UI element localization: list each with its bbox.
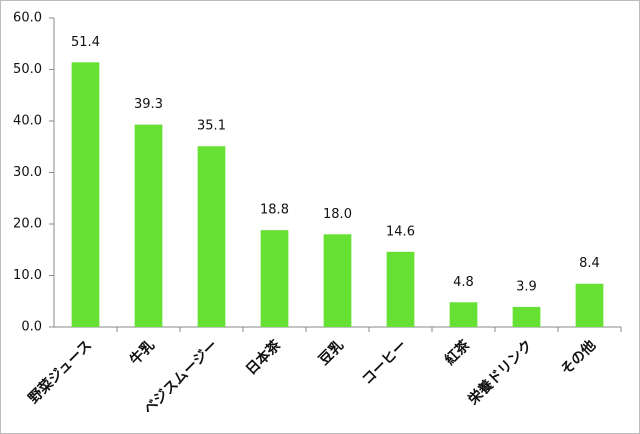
y-tick-label: 20.0 [13, 217, 42, 232]
data-label: 18.8 [260, 203, 289, 218]
bar [575, 283, 604, 327]
y-tick-label: 60.0 [13, 11, 42, 26]
data-label: 18.0 [323, 207, 352, 222]
data-label: 8.4 [579, 256, 600, 271]
data-label: 14.6 [386, 224, 415, 239]
y-tick-label: 50.0 [13, 62, 42, 77]
bar [449, 302, 478, 327]
y-tick-label: 30.0 [13, 165, 42, 180]
y-tick-label: 10.0 [13, 268, 42, 283]
data-label: 3.9 [516, 279, 537, 294]
bar [71, 62, 100, 327]
data-label: 35.1 [197, 119, 226, 134]
bar [197, 146, 226, 327]
data-label: 4.8 [453, 275, 474, 290]
data-label: 51.4 [71, 35, 100, 50]
y-tick-label: 0.0 [21, 320, 42, 335]
y-tick-label: 40.0 [13, 114, 42, 129]
bar [323, 234, 352, 327]
bar [512, 306, 541, 327]
bar [134, 124, 163, 327]
data-label: 39.3 [134, 97, 163, 112]
bar [260, 230, 289, 327]
bar [386, 251, 415, 327]
